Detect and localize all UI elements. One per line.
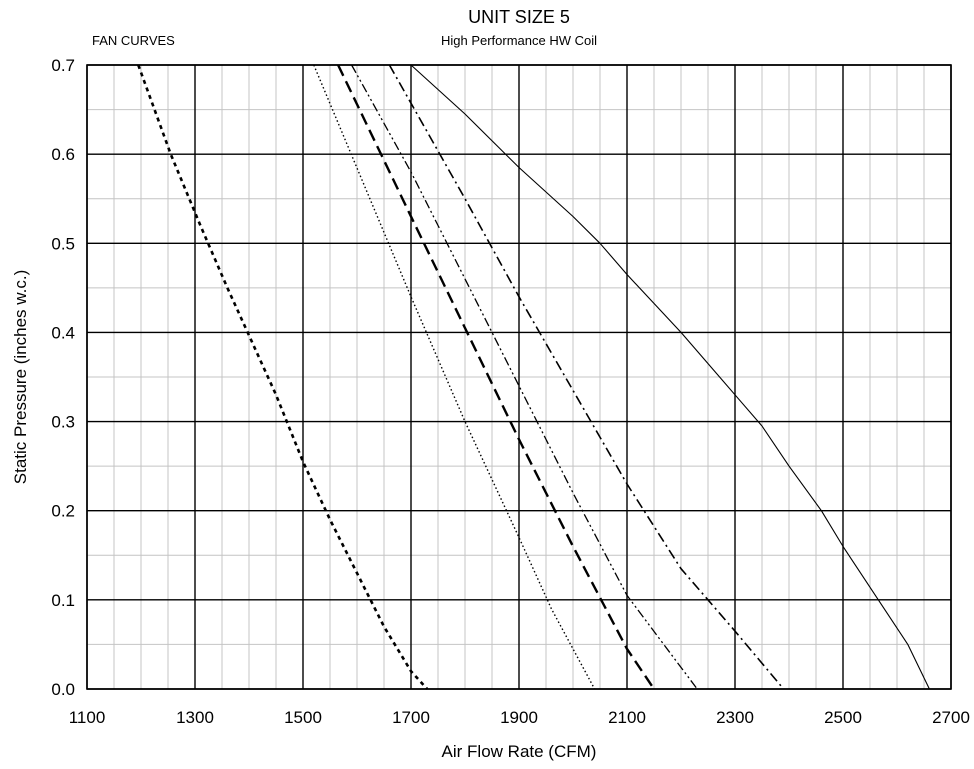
chart-corner-label: FAN CURVES — [92, 33, 175, 48]
y-tick-label: 0.2 — [51, 502, 75, 521]
y-tick-label: 0.5 — [51, 234, 75, 253]
x-tick-label: 2700 — [932, 708, 970, 727]
chart-subtitle: High Performance HW Coil — [441, 33, 597, 48]
x-tick-labels: 1100 1300 1500 1700 1900 2100 2300 2500 2700 — [69, 708, 970, 727]
x-tick-label: 1100 — [69, 708, 106, 727]
fan-curve-series-5 — [388, 64, 785, 690]
x-tick-label: 2100 — [608, 708, 646, 727]
y-tick-label: 0.7 — [51, 56, 75, 75]
fan-curve-series-6 — [410, 64, 930, 690]
series-layer — [137, 64, 930, 690]
fan-curve-series-2 — [313, 64, 596, 690]
fan-curve-series-4 — [351, 64, 698, 690]
y-tick-label: 0.4 — [51, 323, 75, 342]
y-tick-label: 0.0 — [51, 680, 75, 699]
y-tick-label: 0.3 — [51, 413, 75, 432]
y-axis-title: Static Pressure (inches w.c.) — [11, 270, 30, 484]
x-tick-label: 1900 — [500, 708, 538, 727]
plot-frame — [86, 64, 952, 690]
fan-curve-series-1 — [137, 64, 429, 690]
y-tick-labels: 0.0 0.1 0.2 0.3 0.4 0.5 0.6 0.7 — [51, 56, 75, 699]
x-axis-title: Air Flow Rate (CFM) — [442, 742, 597, 761]
y-tick-label: 0.6 — [51, 145, 75, 164]
x-tick-label: 2300 — [716, 708, 754, 727]
x-tick-label: 1700 — [392, 708, 430, 727]
chart-title: UNIT SIZE 5 — [468, 7, 570, 27]
x-tick-label: 1500 — [284, 708, 322, 727]
x-tick-label: 2500 — [824, 708, 862, 727]
y-tick-label: 0.1 — [51, 591, 75, 610]
fan-curve-series-3 — [337, 64, 655, 690]
x-tick-label: 1300 — [176, 708, 214, 727]
